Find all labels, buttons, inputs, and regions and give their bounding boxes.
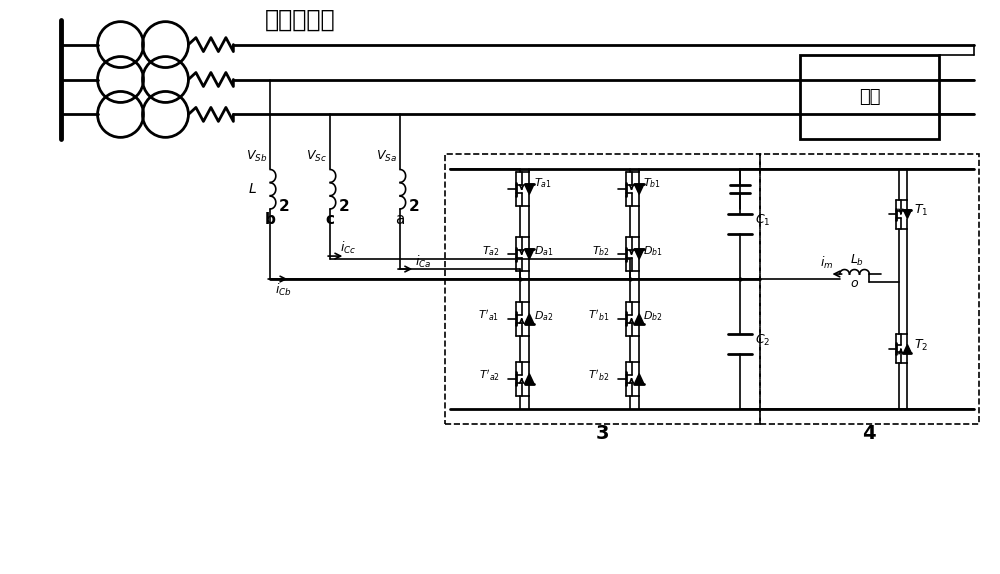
Text: $i_{Cc}$: $i_{Cc}$ [340,240,356,256]
Text: a: a [395,212,405,227]
Text: c: c [326,212,335,227]
Bar [445,154,760,424]
Text: $T'_{b1}$: $T'_{b1}$ [588,308,609,323]
Polygon shape [525,184,534,195]
Polygon shape [634,184,644,195]
Polygon shape [634,374,644,384]
Text: 中高压电网: 中高压电网 [265,7,336,32]
Polygon shape [525,374,534,384]
Text: $\mathbf{4}$: $\mathbf{4}$ [862,424,877,443]
Text: $\mathbf{3}$: $\mathbf{3}$ [595,424,609,443]
Text: $T_2$: $T_2$ [914,338,928,353]
Text: $C_1$: $C_1$ [755,213,770,228]
Text: $i_m$: $i_m$ [820,255,833,271]
Text: $T'_{b2}$: $T'_{b2}$ [588,368,609,383]
Text: $D_{a2}$: $D_{a2}$ [534,309,553,323]
Polygon shape [634,249,644,259]
Text: $T'_{a1}$: $T'_{a1}$ [478,308,500,323]
Text: $T_{a1}$: $T_{a1}$ [534,176,551,190]
Text: 负载: 负载 [859,88,880,106]
Text: $L$: $L$ [248,182,257,196]
Text: $i_{Ca}$: $i_{Ca}$ [415,254,431,270]
Text: $\mathbf{2}$: $\mathbf{2}$ [338,198,350,214]
Text: $T_{b1}$: $T_{b1}$ [643,176,661,190]
Text: $i_{Cb}$: $i_{Cb}$ [275,282,292,298]
Polygon shape [903,210,911,219]
Text: $T'_{a2}$: $T'_{a2}$ [479,368,500,383]
Text: $\mathbf{2}$: $\mathbf{2}$ [408,198,420,214]
Text: $D_{a1}$: $D_{a1}$ [534,244,553,258]
Text: $V_{Sb}$: $V_{Sb}$ [246,149,267,164]
Text: $\mathbf{2}$: $\mathbf{2}$ [278,198,290,214]
Polygon shape [634,314,644,324]
Text: $V_{Sc}$: $V_{Sc}$ [306,149,327,164]
Text: $D_{b1}$: $D_{b1}$ [643,244,663,258]
Text: $T_1$: $T_1$ [914,203,928,218]
Text: $L_b$: $L_b$ [850,253,864,268]
Polygon shape [903,344,911,353]
Polygon shape [525,314,534,324]
Text: $T_{a2}$: $T_{a2}$ [482,244,500,258]
Text: $C_2$: $C_2$ [755,333,770,348]
Text: $D_{b2}$: $D_{b2}$ [643,309,663,323]
Text: b: b [265,212,276,227]
Text: $o$: $o$ [850,277,859,290]
Text: $T_{b2}$: $T_{b2}$ [592,244,609,258]
Text: $V_{Sa}$: $V_{Sa}$ [376,149,397,164]
Bar [800,55,939,139]
Polygon shape [525,249,534,259]
Bar [760,154,979,424]
